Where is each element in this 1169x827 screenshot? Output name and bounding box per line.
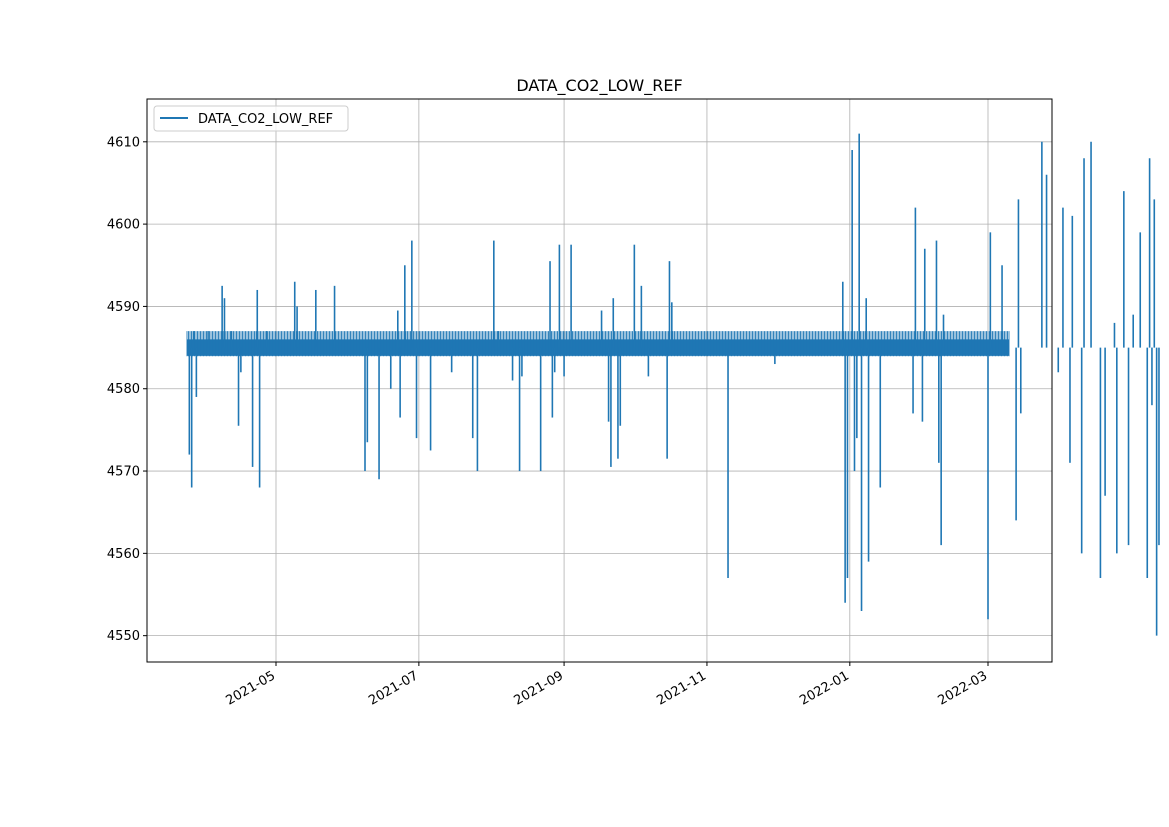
x-tick-label: 2021-05 [223,668,278,708]
x-tick-label: 2021-11 [654,668,709,708]
y-tick-label: 4560 [107,547,140,562]
legend-box [153,105,349,132]
legend: DATA_CO2_LOW_REF [153,105,349,132]
series-oscillation [186,331,1010,357]
y-tick-label: 4590 [107,300,140,315]
y-tick-label: 4550 [107,629,140,644]
axes-frame [146,98,1053,663]
chart-title: DATA_CO2_LOW_REF [516,76,682,96]
x-tick-label: 2021-07 [366,668,421,708]
y-tick-label: 4600 [107,218,140,233]
y-tick-label: 4610 [107,135,140,150]
plot-area [186,133,1160,636]
y-tick-label: 4580 [107,382,140,397]
y-tick-label: 4570 [107,465,140,480]
x-axis: 2021-05 2021-07 2021-09 2021-11 2022-01 2022-… [223,662,990,709]
x-tick-label: 2021-09 [512,668,567,708]
grid-lines [147,99,1052,662]
x-tick-label: 2022-03 [935,668,990,708]
x-tick-label: 2022-01 [797,668,852,708]
legend-entry: DATA_CO2_LOW_REF [198,112,333,127]
y-axis: 4550 4560 4570 4580 4590 4600 4610 [107,135,147,644]
